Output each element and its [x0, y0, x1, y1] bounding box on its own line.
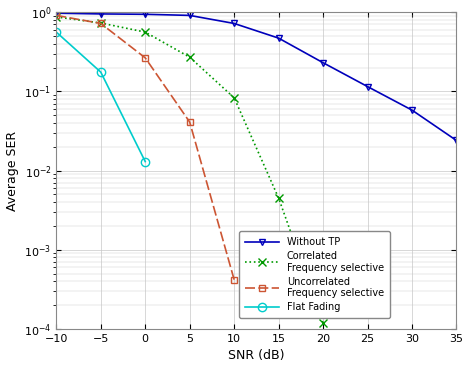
X-axis label: SNR (dB): SNR (dB) [228, 350, 285, 362]
Without TP [409, 108, 415, 112]
Without TP [320, 60, 326, 65]
Line: Correlated
Frequency selective: Correlated Frequency selective [52, 13, 327, 327]
Correlated
Frequency selective [143, 30, 148, 34]
Without TP [365, 84, 371, 89]
Without TP [276, 36, 281, 40]
Y-axis label: Average SER: Average SER [6, 131, 19, 210]
Line: Without TP: Without TP [53, 10, 460, 144]
Correlated
Frequency selective [276, 196, 281, 200]
Without TP [53, 11, 59, 15]
Uncorrelated
Frequency selective [98, 21, 104, 26]
Flat Fading [98, 70, 104, 74]
Without TP [187, 13, 192, 18]
Uncorrelated
Frequency selective [231, 277, 237, 282]
Legend: Without TP, Correlated
Frequency selective, Uncorrelated
Frequency selective, Fl: Without TP, Correlated Frequency selecti… [239, 231, 390, 318]
Correlated
Frequency selective [98, 21, 104, 25]
Flat Fading [143, 159, 148, 164]
Correlated
Frequency selective [53, 15, 59, 19]
Uncorrelated
Frequency selective [143, 56, 148, 60]
Line: Uncorrelated
Frequency selective: Uncorrelated Frequency selective [53, 12, 238, 283]
Correlated
Frequency selective [231, 96, 237, 100]
Correlated
Frequency selective [187, 55, 192, 59]
Line: Flat Fading: Flat Fading [52, 28, 150, 166]
Uncorrelated
Frequency selective [187, 120, 192, 124]
Uncorrelated
Frequency selective [53, 13, 59, 18]
Without TP [143, 12, 148, 17]
Without TP [98, 12, 104, 16]
Without TP [454, 138, 459, 143]
Without TP [231, 21, 237, 26]
Correlated
Frequency selective [320, 321, 326, 325]
Flat Fading [53, 30, 59, 34]
